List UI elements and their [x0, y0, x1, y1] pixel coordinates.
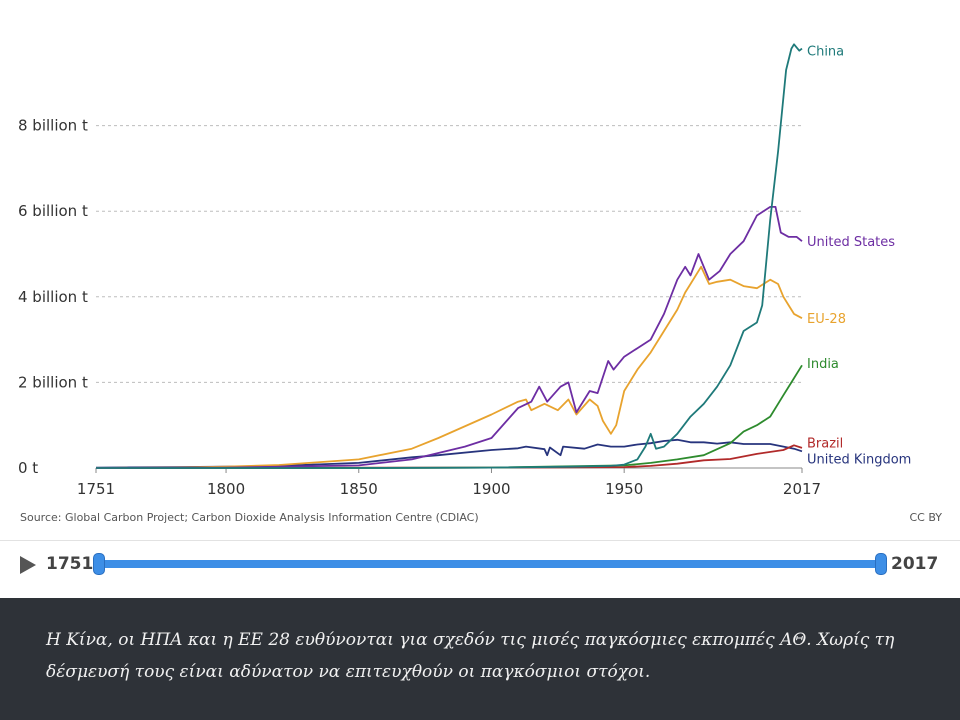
play-icon[interactable]	[20, 556, 36, 574]
x-tick-label: 1850	[340, 480, 378, 498]
series-label-india: India	[807, 357, 839, 372]
series-line-united-states	[95, 206, 803, 469]
timeline-end-label: 2017	[891, 554, 939, 574]
timeline-slider: 1751 2017	[0, 540, 960, 599]
series-line-india	[96, 364, 803, 469]
series-line-china	[96, 43, 803, 469]
license-label[interactable]: CC BY	[909, 511, 942, 524]
x-tick-label: 1950	[605, 480, 643, 498]
series-label-eu-28: EU-28	[807, 312, 846, 327]
caption-banner: Η Κίνα, οι ΗΠΑ και η ΕΕ 28 ευθύνονται γι…	[0, 598, 960, 720]
series-label-brazil: Brazil	[807, 436, 843, 451]
source-note: Source: Global Carbon Project; Carbon Di…	[20, 511, 479, 524]
y-tick-label: 0 t	[18, 459, 38, 477]
x-tick-label: 1800	[207, 480, 245, 498]
x-tick-label: 1751	[77, 480, 115, 498]
y-tick-label: 2 billion t	[18, 373, 88, 391]
y-tick-label: 4 billion t	[18, 288, 88, 306]
y-tick-label: 8 billion t	[18, 117, 88, 135]
caption-text: Η Κίνα, οι ΗΠΑ και η ΕΕ 28 ευθύνονται γι…	[46, 630, 895, 682]
y-tick-label: 6 billion t	[18, 202, 88, 220]
series-label-united-states: United States	[807, 235, 895, 250]
timeline-track[interactable]	[98, 560, 881, 568]
series-line-eu-28	[95, 265, 803, 469]
timeline-start-handle[interactable]	[93, 553, 105, 575]
timeline-end-handle[interactable]	[875, 553, 887, 575]
emissions-chart: 0 t 2 billion t 4 billion t 6 billion t 8 bi…	[18, 43, 942, 524]
series-label-united-kingdom: United Kingdom	[807, 453, 911, 468]
x-tick-label: 1900	[472, 480, 510, 498]
series-line-united-kingdom	[95, 438, 803, 469]
chart-svg: 0 t 2 billion t 4 billion t 6 billion t 8 bi…	[18, 43, 911, 498]
timeline-start-label: 1751	[46, 554, 94, 574]
x-tick-label: 2017	[783, 480, 821, 498]
series-label-china: China	[807, 45, 844, 60]
